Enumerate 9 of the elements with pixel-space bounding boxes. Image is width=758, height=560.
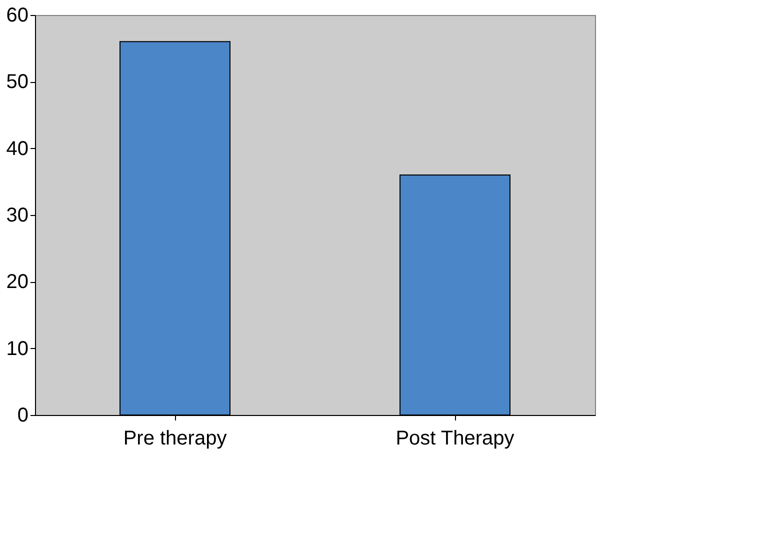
y-tick-label: 0 bbox=[17, 404, 28, 426]
x-tick-label: Pre therapy bbox=[123, 428, 227, 450]
y-tick-label: 40 bbox=[6, 138, 28, 160]
y-tick-label: 60 bbox=[6, 4, 28, 26]
y-tick-label: 50 bbox=[6, 71, 28, 94]
y-tick-label: 30 bbox=[6, 204, 28, 226]
x-tick-label: Post Therapy bbox=[396, 428, 514, 450]
y-tick-label: 10 bbox=[6, 338, 28, 360]
y-tick-label: 20 bbox=[6, 271, 28, 294]
